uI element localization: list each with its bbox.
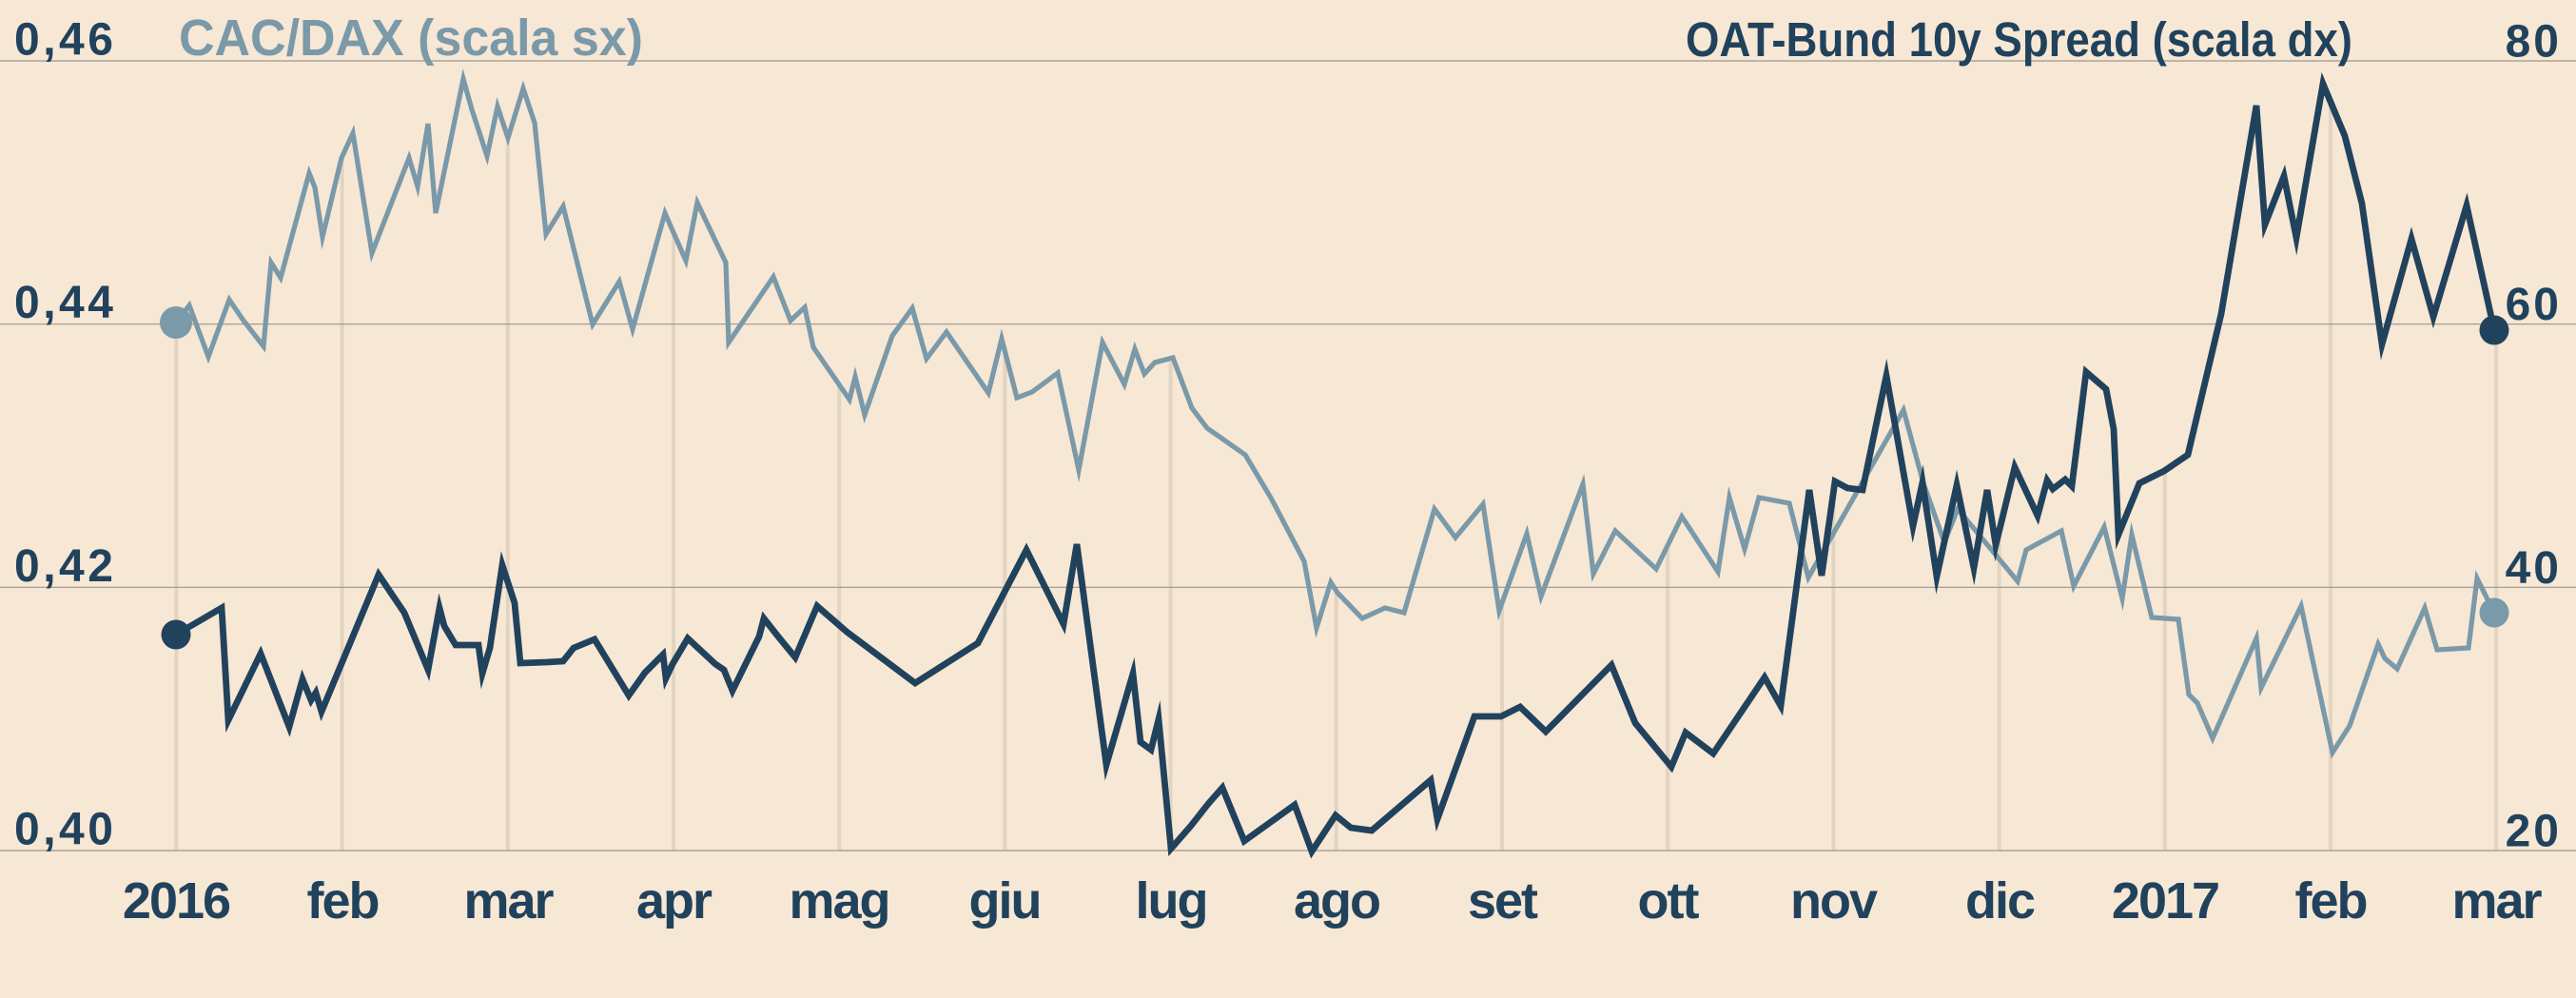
svg-text:nov: nov	[1790, 872, 1878, 930]
svg-text:dic: dic	[1965, 872, 2035, 930]
svg-text:feb: feb	[2295, 872, 2367, 930]
svg-text:ott: ott	[1638, 872, 1700, 930]
svg-text:80: 80	[2506, 17, 2562, 68]
svg-text:OAT-Bund 10y Spread (scala dx): OAT-Bund 10y Spread (scala dx)	[1686, 12, 2352, 67]
svg-text:40: 40	[2506, 543, 2562, 594]
svg-text:2016: 2016	[123, 872, 230, 930]
svg-text:apr: apr	[636, 872, 712, 930]
svg-text:mar: mar	[463, 872, 554, 930]
svg-text:mar: mar	[2451, 872, 2542, 930]
svg-text:lug: lug	[1136, 872, 1207, 930]
svg-text:0,46: 0,46	[14, 15, 116, 66]
svg-text:set: set	[1468, 872, 1538, 930]
svg-text:2017: 2017	[2112, 872, 2218, 930]
svg-text:CAC/DAX (scala sx): CAC/DAX (scala sx)	[179, 10, 643, 67]
svg-text:60: 60	[2506, 280, 2562, 330]
svg-text:ago: ago	[1294, 872, 1379, 930]
svg-text:mag: mag	[789, 872, 888, 930]
svg-text:20: 20	[2506, 807, 2562, 857]
svg-text:giu: giu	[969, 872, 1041, 930]
svg-text:0,42: 0,42	[14, 541, 116, 592]
svg-text:0,40: 0,40	[14, 805, 116, 855]
svg-text:0,44: 0,44	[14, 278, 116, 328]
svg-text:feb: feb	[307, 872, 379, 930]
